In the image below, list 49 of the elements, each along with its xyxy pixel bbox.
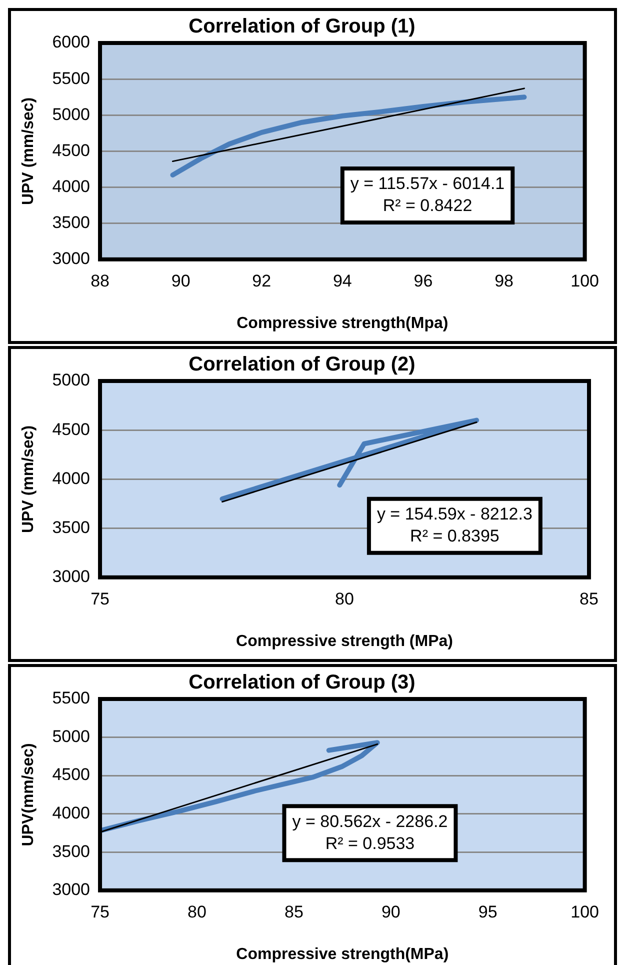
y-tick-label: 3500: [52, 213, 90, 232]
x-tick-label: 75: [90, 902, 110, 922]
y-tick-label: 4000: [52, 176, 90, 196]
x-tick-label: 95: [478, 902, 498, 922]
y-tick-label: 5500: [52, 68, 90, 88]
y-tick-label: 5500: [52, 688, 90, 708]
annotation: R² = 0.9533: [325, 834, 415, 853]
chart-title: Correlation of Group (3): [188, 672, 416, 694]
x-tick-label: 88: [90, 271, 110, 290]
annotation: y = 115.57x - 6014.1: [350, 174, 505, 194]
x-tick-label: 85: [284, 902, 304, 922]
y-axis-title: UPV(mm/sec): [20, 743, 38, 846]
y-tick-label: 3000: [52, 249, 90, 268]
x-tick-label: 85: [580, 589, 598, 608]
y-tick-label: 6000: [52, 32, 90, 52]
annotation: R² = 0.8422: [382, 196, 472, 216]
x-axis-title: Compressive strength (MPa): [236, 632, 453, 650]
y-tick-label: 5000: [52, 726, 90, 746]
x-tick-label: 98: [494, 271, 514, 290]
y-tick-label: 3500: [52, 518, 90, 537]
x-axis-title: Compressive strength(MPa): [236, 946, 449, 963]
y-tick-label: 5000: [52, 104, 90, 124]
y-tick-label: 3500: [52, 842, 90, 861]
x-tick-label: 90: [171, 271, 190, 290]
y-tick-label: 3000: [52, 880, 90, 900]
y-tick-label: 3000: [52, 567, 90, 586]
y-tick-label: 5000: [52, 370, 90, 390]
y-axis-title: UPV (mm/sec): [20, 97, 38, 205]
x-tick-label: 80: [335, 589, 354, 608]
x-tick-label: 75: [90, 589, 110, 608]
x-tick-label: 90: [381, 902, 400, 922]
x-tick-label: 92: [252, 271, 272, 290]
x-tick-label: 100: [570, 271, 600, 290]
chart-title: Correlation of Group (1): [188, 16, 416, 38]
annotation: y = 80.562x - 2286.2: [292, 812, 448, 831]
y-tick-label: 4000: [52, 804, 90, 823]
chart-title: Correlation of Group (2): [188, 354, 416, 376]
y-tick-label: 4500: [52, 140, 90, 160]
y-tick-label: 4000: [52, 468, 90, 488]
annotation: y = 154.59x - 8212.3: [376, 504, 532, 524]
x-axis-title: Compressive strength(Mpa): [236, 314, 448, 332]
x-tick-label: 80: [188, 902, 206, 922]
y-tick-label: 4500: [52, 420, 90, 439]
x-tick-label: 100: [570, 902, 600, 922]
y-axis-title: UPV (mm/sec): [20, 425, 38, 533]
annotation: R² = 0.8395: [410, 526, 500, 546]
x-tick-label: 94: [332, 271, 352, 290]
x-tick-label: 96: [414, 271, 433, 290]
y-tick-label: 4500: [52, 765, 90, 784]
